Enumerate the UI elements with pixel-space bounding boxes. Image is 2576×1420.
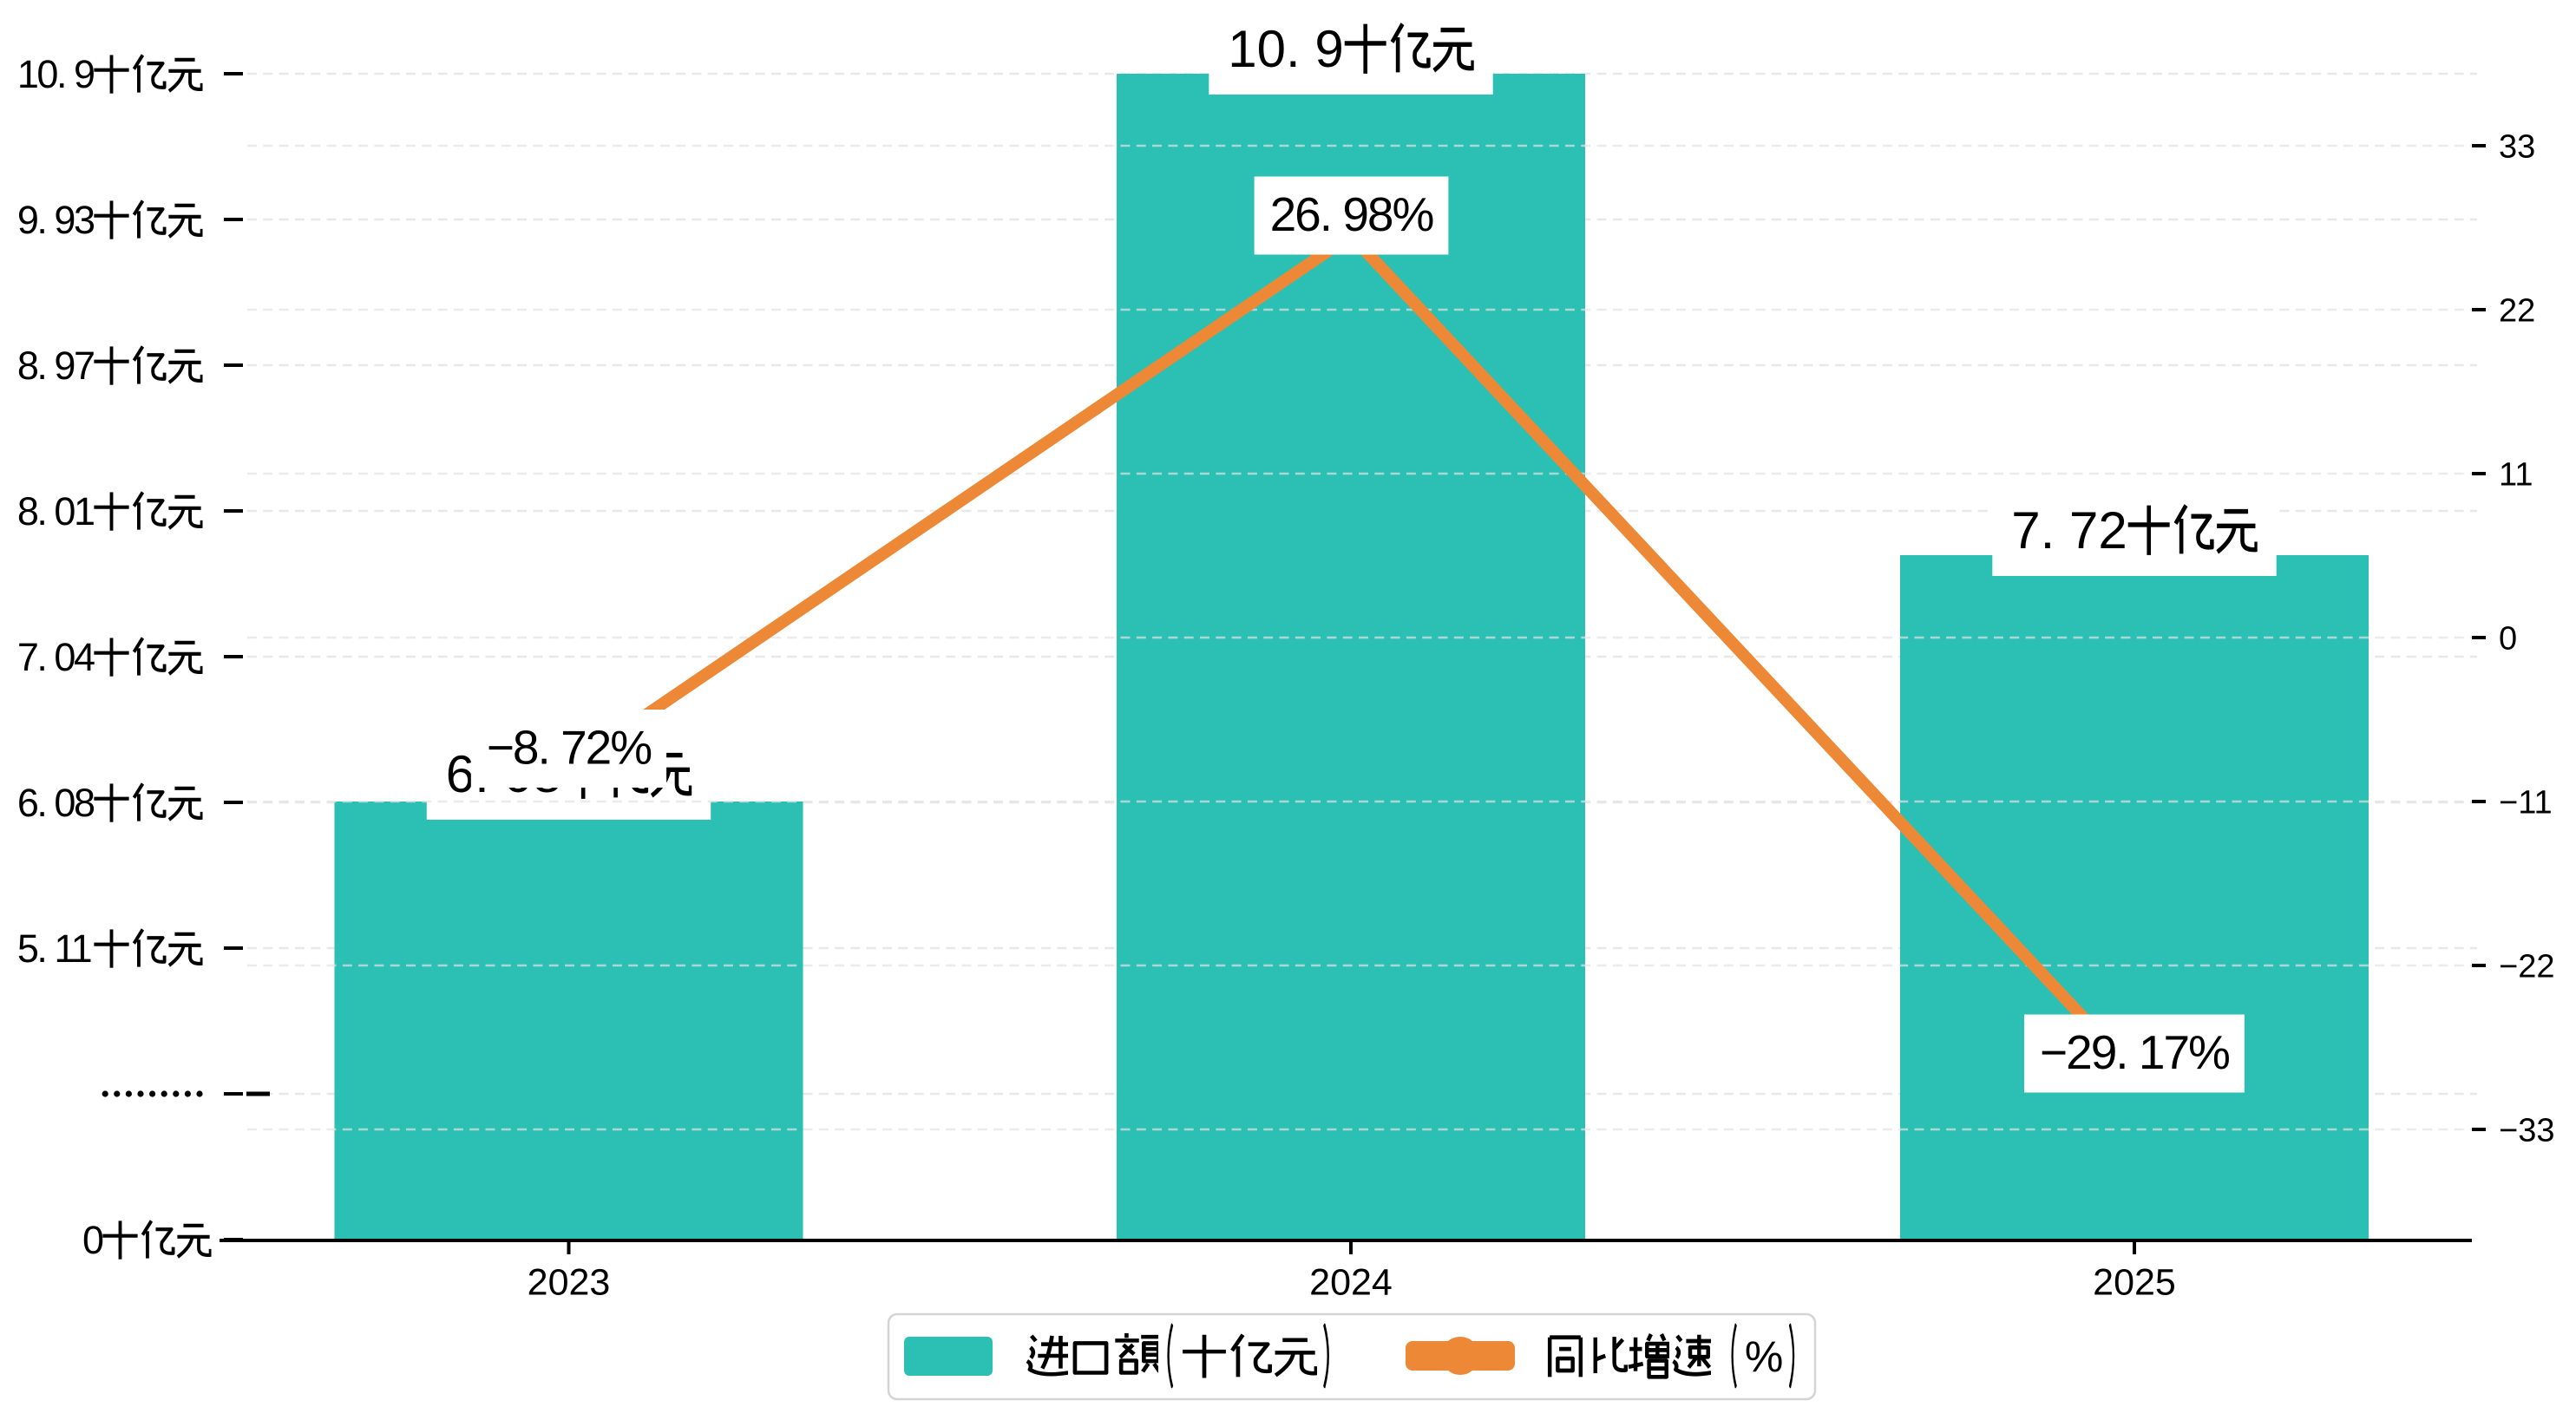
svg-text:0: 0 bbox=[82, 1218, 103, 1262]
svg-text:0: 0 bbox=[2499, 621, 2517, 658]
svg-text:7. 72: 7. 72 bbox=[2011, 501, 2127, 559]
svg-text:−29. 17%: −29. 17% bbox=[2040, 1025, 2229, 1079]
svg-text:−8. 72%: −8. 72% bbox=[487, 720, 651, 774]
svg-text:26. 98%: 26. 98% bbox=[1270, 187, 1433, 241]
svg-text:8. 97: 8. 97 bbox=[17, 344, 94, 388]
svg-text:6. 08: 6. 08 bbox=[17, 781, 95, 825]
svg-text:33: 33 bbox=[2499, 129, 2535, 166]
svg-text:%: % bbox=[1745, 1332, 1783, 1381]
svg-text:9. 93: 9. 93 bbox=[17, 198, 95, 242]
svg-text:10. 9: 10. 9 bbox=[17, 52, 94, 96]
svg-text:2024: 2024 bbox=[1309, 1262, 1393, 1304]
svg-text:5. 11: 5. 11 bbox=[17, 926, 91, 971]
svg-text:8. 01: 8. 01 bbox=[17, 489, 94, 533]
svg-text:10. 9: 10. 9 bbox=[1228, 20, 1343, 78]
svg-text:−22: −22 bbox=[2499, 949, 2554, 985]
svg-text:7. 04: 7. 04 bbox=[17, 635, 95, 679]
svg-text:2023: 2023 bbox=[528, 1262, 611, 1304]
svg-text:−33: −33 bbox=[2499, 1113, 2554, 1149]
svg-text:11: 11 bbox=[2499, 457, 2533, 494]
svg-text:−11: −11 bbox=[2499, 785, 2553, 821]
svg-text:2025: 2025 bbox=[2093, 1262, 2176, 1304]
svg-text:22: 22 bbox=[2499, 293, 2535, 330]
